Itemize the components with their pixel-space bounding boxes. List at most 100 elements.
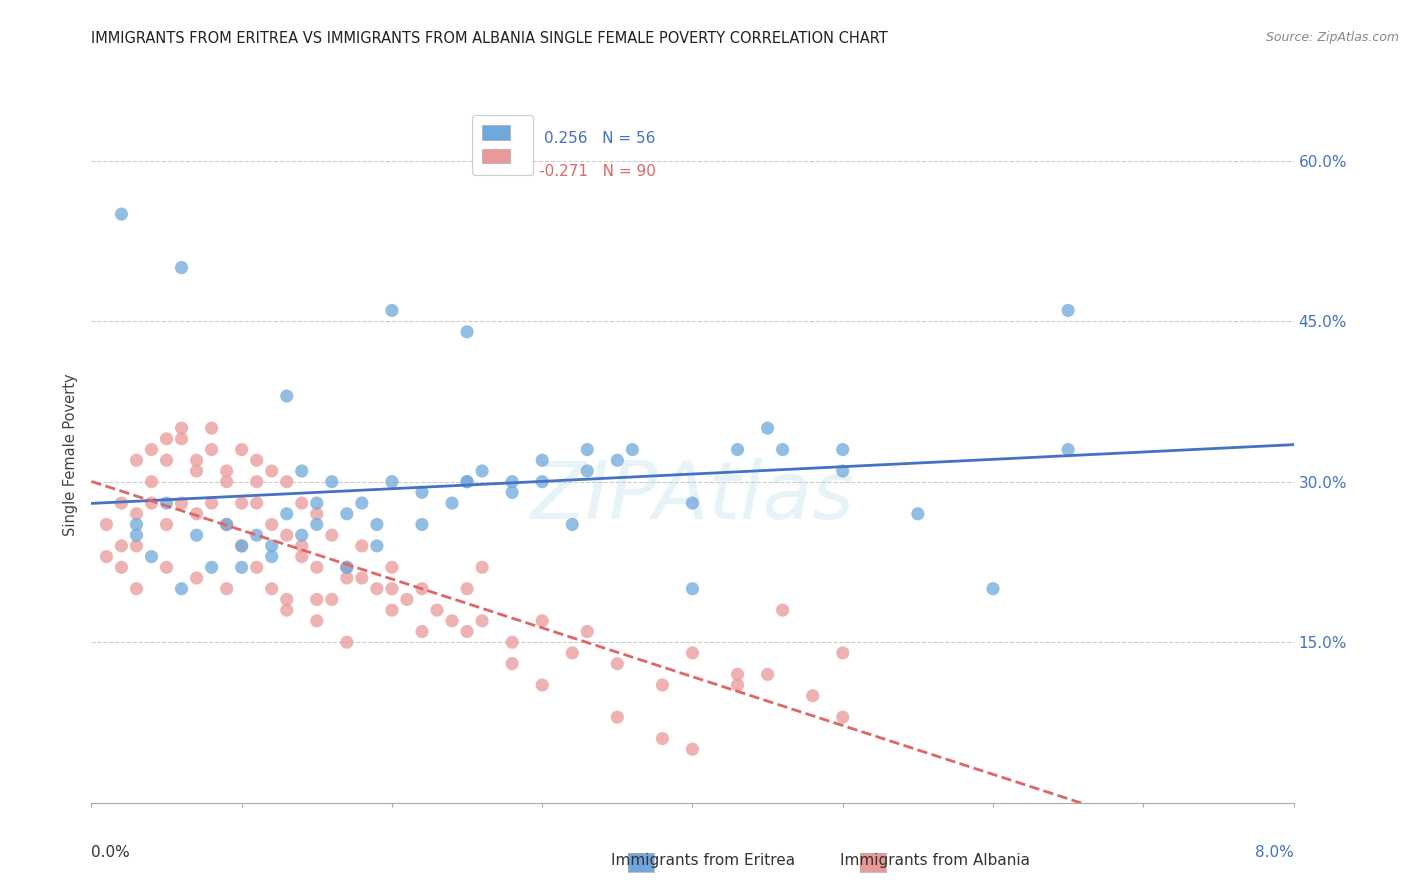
Point [381,560,404,574]
Point [260,539,283,553]
Point [381,475,404,489]
Point [321,592,343,607]
Point [246,496,269,510]
Point [231,539,253,553]
Point [215,517,238,532]
Point [531,475,554,489]
Point [321,475,343,489]
Text: 8.0%: 8.0% [1254,845,1294,860]
Point [411,582,433,596]
Text: R = -0.271   N = 90: R = -0.271 N = 90 [506,164,657,179]
Point [110,207,132,221]
Text: R =  0.256   N = 56: R = 0.256 N = 56 [506,131,655,146]
Point [125,517,148,532]
Point [606,453,628,467]
Point [727,678,749,692]
Point [260,517,283,532]
Point [471,560,494,574]
Point [576,464,599,478]
Point [381,603,404,617]
Point [831,646,853,660]
Point [366,517,388,532]
Point [801,689,824,703]
Point [125,507,148,521]
Point [456,624,478,639]
Point [141,442,163,457]
Point [336,507,359,521]
Point [201,560,224,574]
Point [561,517,583,532]
Point [170,260,193,275]
Point [260,549,283,564]
Point [651,678,673,692]
Point [276,528,298,542]
Point [411,517,433,532]
Point [381,303,404,318]
Text: Immigrants from Eritrea: Immigrants from Eritrea [612,854,794,868]
Point [336,560,359,574]
Point [291,528,314,542]
Point [141,549,163,564]
Point [321,528,343,542]
Point [231,442,253,457]
Point [501,657,523,671]
Point [411,624,433,639]
Point [531,614,554,628]
Point [395,592,418,607]
Point [456,582,478,596]
Point [246,528,269,542]
Point [831,710,853,724]
Point [246,475,269,489]
Point [756,667,779,681]
Point [305,614,328,628]
Point [681,582,703,596]
Point [291,549,314,564]
Point [201,496,224,510]
Point [305,496,328,510]
Point [456,475,478,489]
Point [276,592,298,607]
Point [170,582,193,596]
Point [141,475,163,489]
Text: Source: ZipAtlas.com: Source: ZipAtlas.com [1265,31,1399,45]
Point [231,539,253,553]
Point [426,603,449,617]
Point [155,560,177,574]
Point [305,517,328,532]
Point [366,582,388,596]
Point [186,453,208,467]
Point [125,539,148,553]
Point [471,614,494,628]
Point [831,464,853,478]
Point [125,582,148,596]
Point [141,496,163,510]
Point [621,442,644,457]
Point [155,432,177,446]
Point [756,421,779,435]
Point [215,475,238,489]
Point [501,485,523,500]
Point [501,475,523,489]
Point [681,646,703,660]
Point [186,571,208,585]
Point [215,464,238,478]
Point [201,421,224,435]
Point [907,507,929,521]
Point [350,496,373,510]
Text: Immigrants from Albania: Immigrants from Albania [839,854,1031,868]
Point [336,571,359,585]
Point [186,464,208,478]
Point [155,453,177,467]
Point [291,464,314,478]
Point [215,582,238,596]
Point [440,614,463,628]
Point [1057,303,1080,318]
Y-axis label: Single Female Poverty: Single Female Poverty [63,374,79,536]
Point [110,496,132,510]
Point [1057,442,1080,457]
Point [531,678,554,692]
Point [96,517,118,532]
Point [366,539,388,553]
Point [440,496,463,510]
Point [110,539,132,553]
